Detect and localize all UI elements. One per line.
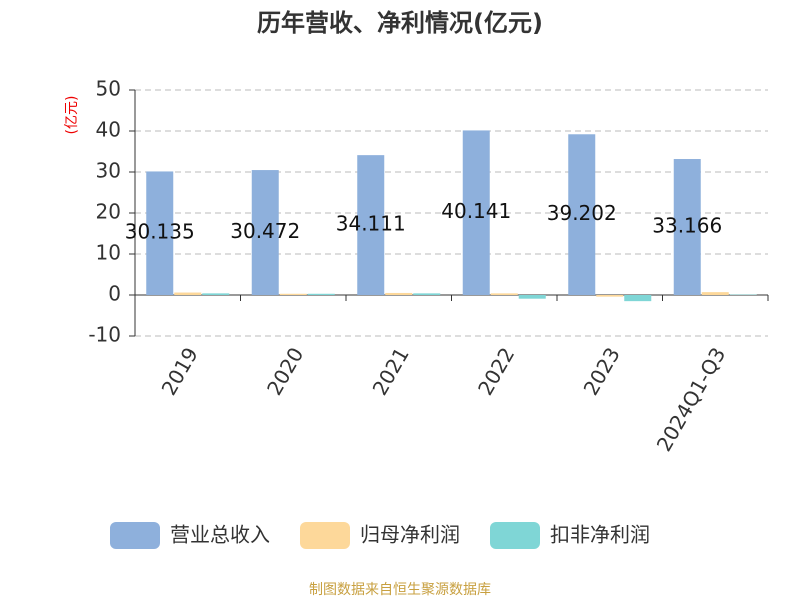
bar xyxy=(624,295,651,301)
legend-swatch xyxy=(110,522,160,549)
bar xyxy=(385,293,412,295)
legend-label: 营业总收入 xyxy=(170,523,270,547)
data-label: 34.111 xyxy=(336,212,406,236)
data-label: 40.141 xyxy=(441,199,511,223)
bar xyxy=(596,295,623,297)
y-tick-label: 50 xyxy=(96,77,121,101)
chart-title: 历年营收、净利情况(亿元) xyxy=(257,9,543,37)
bar xyxy=(202,293,229,295)
y-tick-label: 0 xyxy=(108,282,121,306)
y-tick-label: 10 xyxy=(96,241,121,265)
legend-label: 归母净利润 xyxy=(360,523,460,547)
x-tick-label: 2021 xyxy=(368,343,414,399)
y-tick-label: 40 xyxy=(96,118,121,142)
bar xyxy=(280,294,307,295)
data-label: 39.202 xyxy=(547,201,617,225)
bar xyxy=(519,295,546,299)
data-label: 33.166 xyxy=(652,214,722,238)
legend-swatch xyxy=(490,522,540,549)
x-tick-label: 2020 xyxy=(262,343,308,399)
bar xyxy=(491,293,518,295)
y-axis-label: (亿元) xyxy=(64,96,80,135)
x-tick-label: 2024Q1-Q3 xyxy=(652,343,731,455)
data-label: 30.135 xyxy=(125,220,195,244)
bar xyxy=(702,292,729,295)
y-tick-label: 20 xyxy=(96,200,121,224)
y-tick-label: 30 xyxy=(96,159,121,183)
x-tick-label: 2019 xyxy=(157,343,203,399)
legend-label: 扣非净利润 xyxy=(550,523,650,547)
bar xyxy=(174,293,201,295)
x-tick-label: 2023 xyxy=(579,343,625,399)
data-label: 30.472 xyxy=(230,219,300,243)
y-tick-label: -10 xyxy=(88,323,121,347)
legend-swatch xyxy=(300,522,350,549)
bar xyxy=(413,293,440,295)
source: 制图数据来自恒生聚源数据库 xyxy=(309,582,491,598)
x-tick-label: 2022 xyxy=(473,343,519,399)
bar xyxy=(308,294,335,295)
